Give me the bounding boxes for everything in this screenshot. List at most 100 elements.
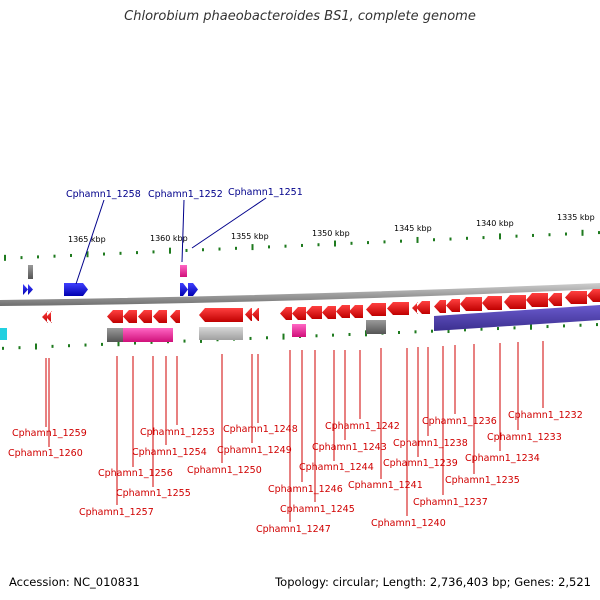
topology-text: Topology: circular; Length: 2,736,403 bp… [275, 575, 591, 589]
reverse-gene-label: Cphamn1_1244 [299, 462, 374, 473]
reverse-gene-label: Cphamn1_1232 [508, 410, 583, 421]
tick-mark [449, 237, 452, 241]
tick-mark [251, 244, 254, 251]
tick-mark [400, 239, 402, 243]
reverse-gene-label: Cphamn1_1235 [445, 475, 520, 486]
tick-mark [70, 253, 72, 257]
tick-mark [150, 340, 153, 344]
reverse-gene-label: Cphamn1_1260 [8, 448, 83, 459]
tick-mark [581, 229, 584, 236]
reverse-gene-arrow [42, 311, 48, 323]
tick-mark [202, 248, 204, 252]
feature-box [123, 328, 173, 342]
reverse-gene-arrow [460, 297, 482, 311]
tick-mark [235, 246, 237, 250]
scale-tick-label: 1335 kbp [557, 213, 595, 222]
reverse-gene-arrow [446, 299, 460, 312]
tick-mark [546, 325, 549, 329]
reverse-gene-arrow [280, 307, 292, 320]
tick-mark [315, 334, 318, 338]
forward-gene-arrow [64, 283, 88, 296]
tick-mark [431, 329, 433, 333]
reverse-gene-label: Cphamn1_1254 [132, 447, 207, 458]
tick-mark [218, 247, 221, 251]
reverse-gene-arrow [123, 310, 137, 323]
reverse-gene-label: Cphamn1_1249 [217, 445, 292, 456]
scale-tick-label: 1350 kbp [312, 229, 350, 238]
tick-mark [169, 247, 171, 254]
reverse-gene-arrow [526, 293, 548, 307]
tick-mark [433, 238, 435, 242]
reverse-gene-label: Cphamn1_1234 [465, 453, 540, 464]
tick-mark [18, 346, 21, 350]
scale-tick-label: 1340 kbp [476, 219, 514, 228]
tick-mark [266, 336, 268, 340]
tick-mark [86, 251, 89, 258]
tick-mark [301, 243, 303, 247]
feature-box [28, 265, 33, 279]
feature-box [180, 265, 187, 277]
reverse-gene-arrow [245, 308, 252, 321]
forward-gene-label: Cphamn1_1251 [228, 187, 303, 198]
reverse-gene-arrow [504, 295, 526, 309]
label-leader-line [75, 199, 105, 285]
reverse-gene-arrow [587, 289, 600, 302]
reverse-gene-label: Cphamn1_1233 [487, 432, 562, 443]
figure-title: Chlorobium phaeobacteroides BS1, complet… [124, 9, 476, 24]
tick-mark [332, 333, 334, 337]
reverse-gene-arrow [46, 311, 52, 323]
reverse-gene-label: Cphamn1_1250 [187, 465, 262, 476]
reverse-gene-arrow [416, 301, 430, 314]
reverse-gene-label: Cphamn1_1246 [268, 484, 343, 495]
label-leader-line [181, 199, 185, 263]
scale-tick-label: 1345 kbp [394, 224, 432, 233]
tick-mark [596, 323, 598, 327]
tick-mark [119, 251, 122, 255]
tick-mark [53, 254, 56, 258]
tick-mark [348, 332, 351, 336]
tick-mark [367, 241, 369, 245]
reverse-gene-arrow [412, 302, 418, 314]
reverse-gene-arrow [349, 305, 363, 318]
tick-mark [414, 330, 417, 334]
tick-mark [117, 340, 120, 347]
tick-mark [51, 344, 54, 348]
tick-mark [284, 244, 287, 248]
tick-mark [4, 254, 6, 261]
tick-mark [497, 327, 499, 331]
tick-mark [20, 256, 23, 260]
feature-box [199, 327, 243, 340]
reverse-gene-arrow [366, 303, 386, 316]
label-leader-line [191, 197, 267, 249]
tick-mark [513, 326, 516, 330]
reverse-gene-label: Cphamn1_1240 [371, 518, 446, 529]
tick-mark [317, 243, 320, 247]
reverse-gene-label: Cphamn1_1241 [348, 480, 423, 491]
forward-gene-label: Cphamn1_1258 [66, 189, 141, 200]
forward-gene-arrow [188, 283, 198, 296]
reverse-gene-arrow [170, 310, 180, 323]
feature-box [107, 328, 123, 342]
reverse-gene-arrow [565, 291, 587, 304]
tick-mark [134, 341, 136, 345]
tick-mark [563, 324, 565, 328]
reverse-gene-arrow [138, 310, 152, 323]
reverse-gene-label: Cphamn1_1257 [79, 507, 154, 518]
tick-mark [249, 336, 252, 340]
reverse-gene-arrow [252, 308, 259, 321]
tick-mark [515, 234, 518, 238]
tick-mark [152, 250, 155, 254]
reverse-gene-label: Cphamn1_1253 [140, 427, 215, 438]
tick-mark [2, 346, 4, 350]
tick-mark [532, 233, 534, 237]
reverse-gene-arrow [482, 296, 502, 310]
scale-tick-label: 1360 kbp [150, 234, 188, 243]
reverse-gene-label: Cphamn1_1243 [312, 442, 387, 453]
reverse-gene-label: Cphamn1_1248 [223, 424, 298, 435]
reverse-gene-arrow [292, 307, 306, 320]
tick-mark [548, 233, 551, 237]
reverse-gene-arrow [336, 305, 350, 318]
tick-mark [103, 252, 105, 256]
